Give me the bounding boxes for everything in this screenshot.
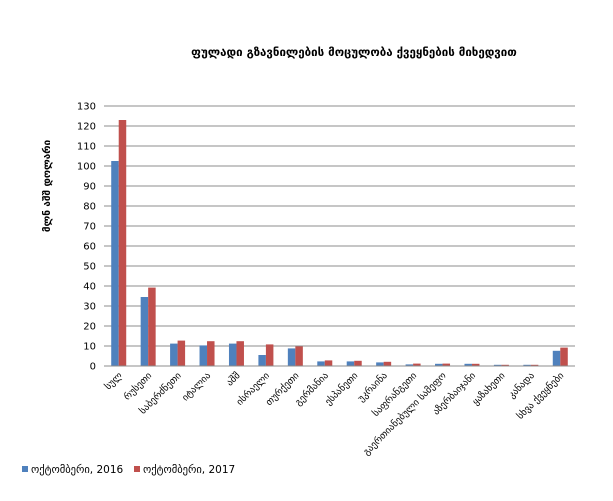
bar <box>383 361 392 366</box>
bar <box>207 341 215 366</box>
bar <box>265 344 274 366</box>
y-tick-label: 20 <box>83 322 96 333</box>
bar <box>530 364 539 366</box>
y-tick-label: 90 <box>83 182 96 193</box>
bar <box>228 343 237 366</box>
y-axis-label: მლნ აშშ დოლარი <box>41 139 53 232</box>
legend-swatch <box>22 466 28 472</box>
gridlines <box>104 105 575 347</box>
bar <box>442 363 451 366</box>
y-tick-label: 50 <box>83 262 96 273</box>
bar <box>354 360 362 366</box>
legend-label: ოქტომბერი, 2016 <box>31 464 124 476</box>
bar <box>405 364 414 366</box>
bar <box>287 348 296 366</box>
bar <box>199 345 208 366</box>
y-tick-label: 10 <box>83 342 96 353</box>
bar <box>501 364 509 366</box>
y-tick-label: 70 <box>83 222 96 233</box>
bar <box>295 346 303 366</box>
bar <box>552 350 561 366</box>
x-tick-label: ყაზახეთი <box>470 370 507 407</box>
y-tick-label: 80 <box>83 202 96 213</box>
y-tick-label: 60 <box>83 242 96 253</box>
bar <box>317 361 325 366</box>
chart-title: ფულადი გზავნილების მოცულობა ქვეყნების მი… <box>191 45 517 59</box>
x-tick-label: აშშ <box>224 370 242 388</box>
x-tick-label: სულ <box>103 370 125 392</box>
bar <box>118 120 127 366</box>
y-tick-label: 40 <box>83 282 96 293</box>
bar <box>376 362 384 366</box>
bar <box>236 341 244 366</box>
y-tick-label: 30 <box>83 302 96 313</box>
bar <box>140 297 149 366</box>
bar <box>413 363 421 366</box>
legend: ოქტომბერი, 2016 ოქტომბერი, 2017 <box>22 464 235 476</box>
bar <box>258 355 266 366</box>
bar <box>471 363 480 366</box>
y-tick-label: 0 <box>90 362 96 373</box>
bars <box>111 120 568 366</box>
bar <box>177 340 186 366</box>
bar <box>493 364 502 366</box>
y-tick-label: 130 <box>77 102 96 113</box>
y-axis-ticks: 0 10 20 30 40 50 60 70 80 90 100 110 120 130 <box>77 102 96 373</box>
y-tick-label: 110 <box>77 142 96 153</box>
bar <box>111 161 119 366</box>
y-tick-label: 120 <box>77 122 96 133</box>
bar <box>523 364 531 366</box>
bar <box>346 361 355 366</box>
legend-label: ოქტომბერი, 2017 <box>143 464 235 476</box>
legend-swatch <box>134 466 140 472</box>
bar <box>148 287 156 366</box>
bar <box>560 347 568 366</box>
y-tick-label: 100 <box>77 162 96 173</box>
bar <box>435 363 443 366</box>
bar <box>170 343 178 366</box>
x-tick-label: იტალია <box>180 370 213 403</box>
bar <box>324 360 333 366</box>
bar <box>464 363 472 366</box>
